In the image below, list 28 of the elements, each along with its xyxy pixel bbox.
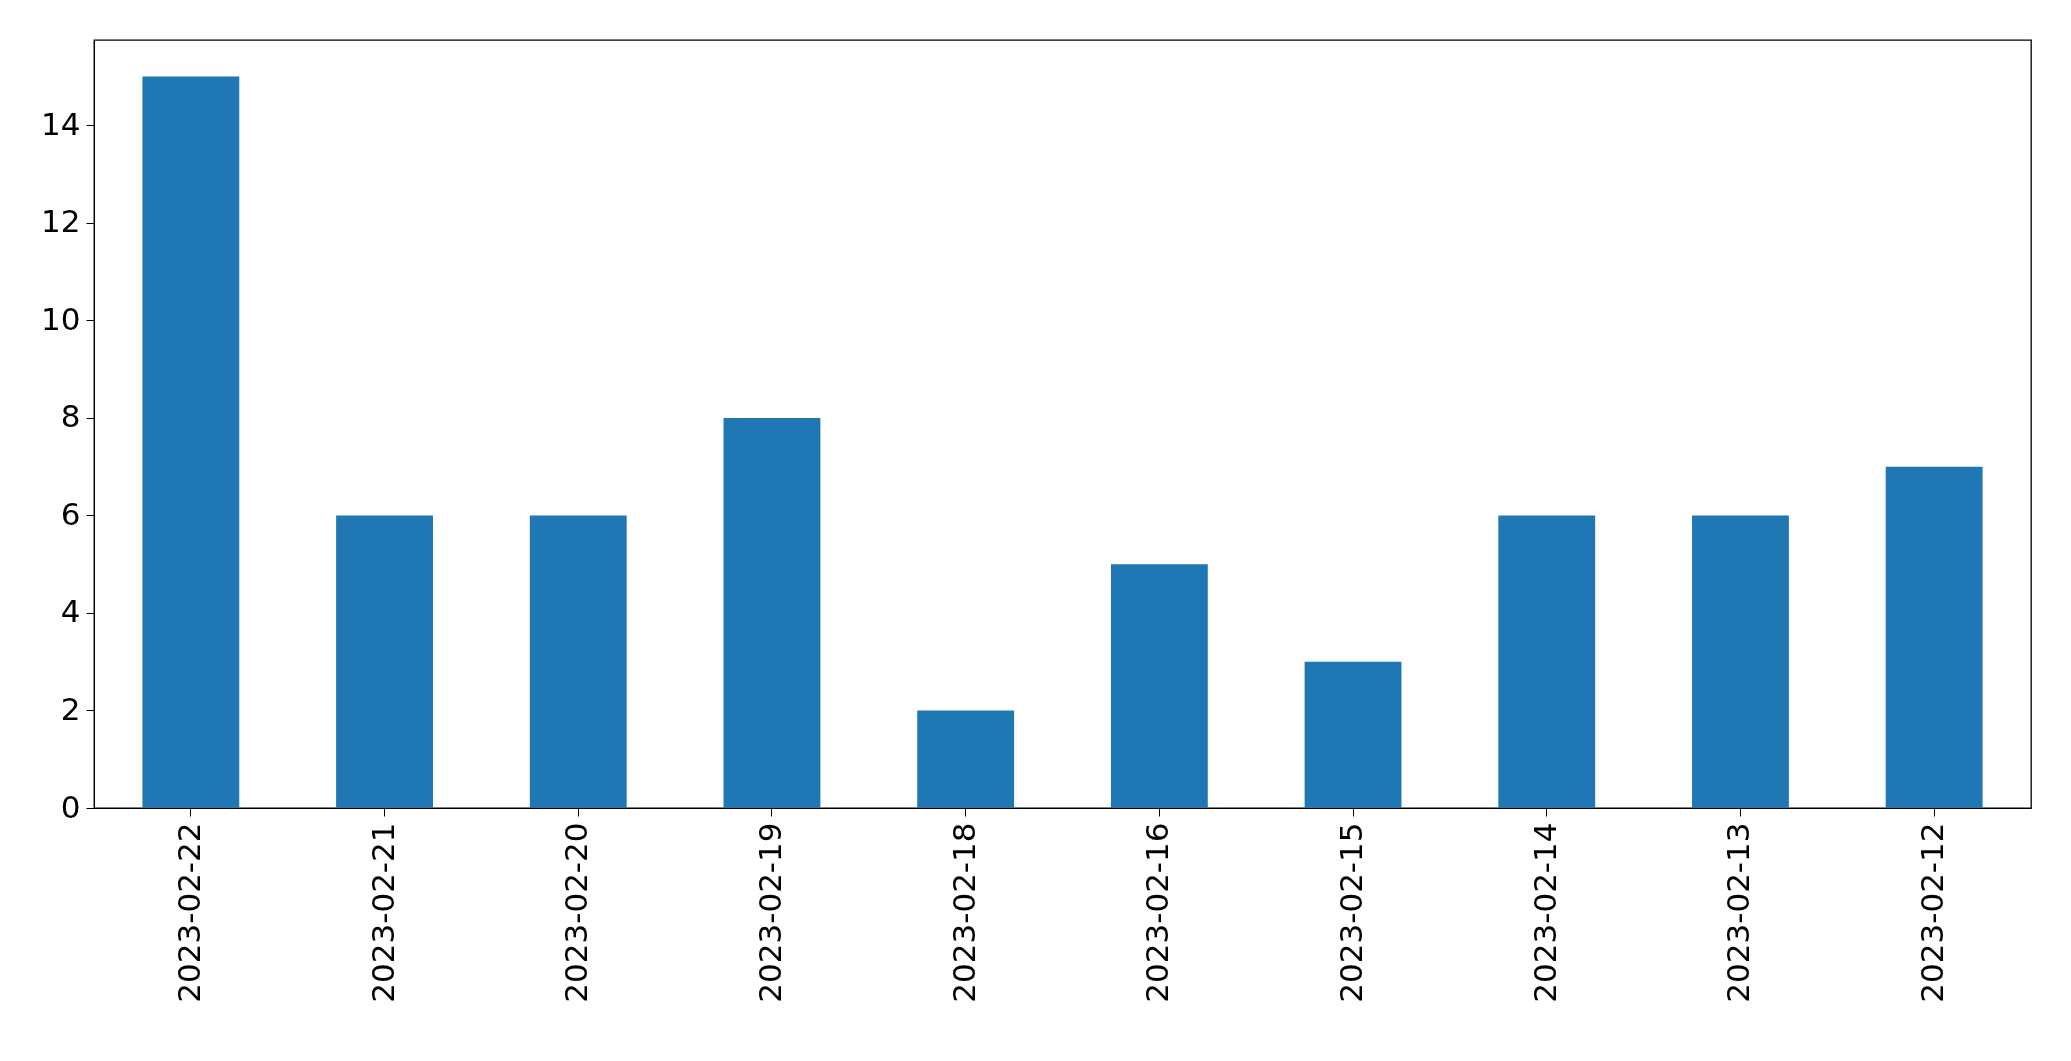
x-tick-label: 2023-02-15 xyxy=(1333,822,1370,1003)
y-tick-label: 12 xyxy=(41,203,81,240)
x-tick-label: 2023-02-21 xyxy=(364,822,401,1003)
y-tick-label: 0 xyxy=(60,788,81,825)
bar xyxy=(1692,515,1789,808)
x-tick-label: 2023-02-12 xyxy=(1914,822,1951,1003)
bar xyxy=(723,417,821,808)
y-tick-label: 2 xyxy=(60,690,81,727)
x-tick-label: 2023-02-20 xyxy=(558,822,595,1003)
bar xyxy=(1498,515,1596,808)
x-tick-label: 2023-02-16 xyxy=(1139,822,1176,1003)
bar xyxy=(142,76,240,808)
bar xyxy=(336,515,433,808)
y-tick-label: 4 xyxy=(60,593,81,630)
x-tick-label: 2023-02-18 xyxy=(945,822,982,1003)
bar xyxy=(529,515,627,808)
bar xyxy=(1885,466,1983,808)
y-tick-label: 6 xyxy=(60,495,81,532)
bar xyxy=(917,710,1015,808)
x-tick-label: 2023-02-14 xyxy=(1526,822,1563,1003)
x-tick-label: 2023-02-22 xyxy=(170,822,207,1003)
x-tick-label: 2023-02-13 xyxy=(1720,822,1757,1003)
y-tick-label: 10 xyxy=(41,300,81,337)
y-tick-label: 14 xyxy=(41,105,81,142)
bar xyxy=(1110,564,1208,808)
bar xyxy=(1304,661,1402,808)
x-tick-label: 2023-02-19 xyxy=(751,822,788,1003)
y-tick-label: 8 xyxy=(60,398,81,435)
